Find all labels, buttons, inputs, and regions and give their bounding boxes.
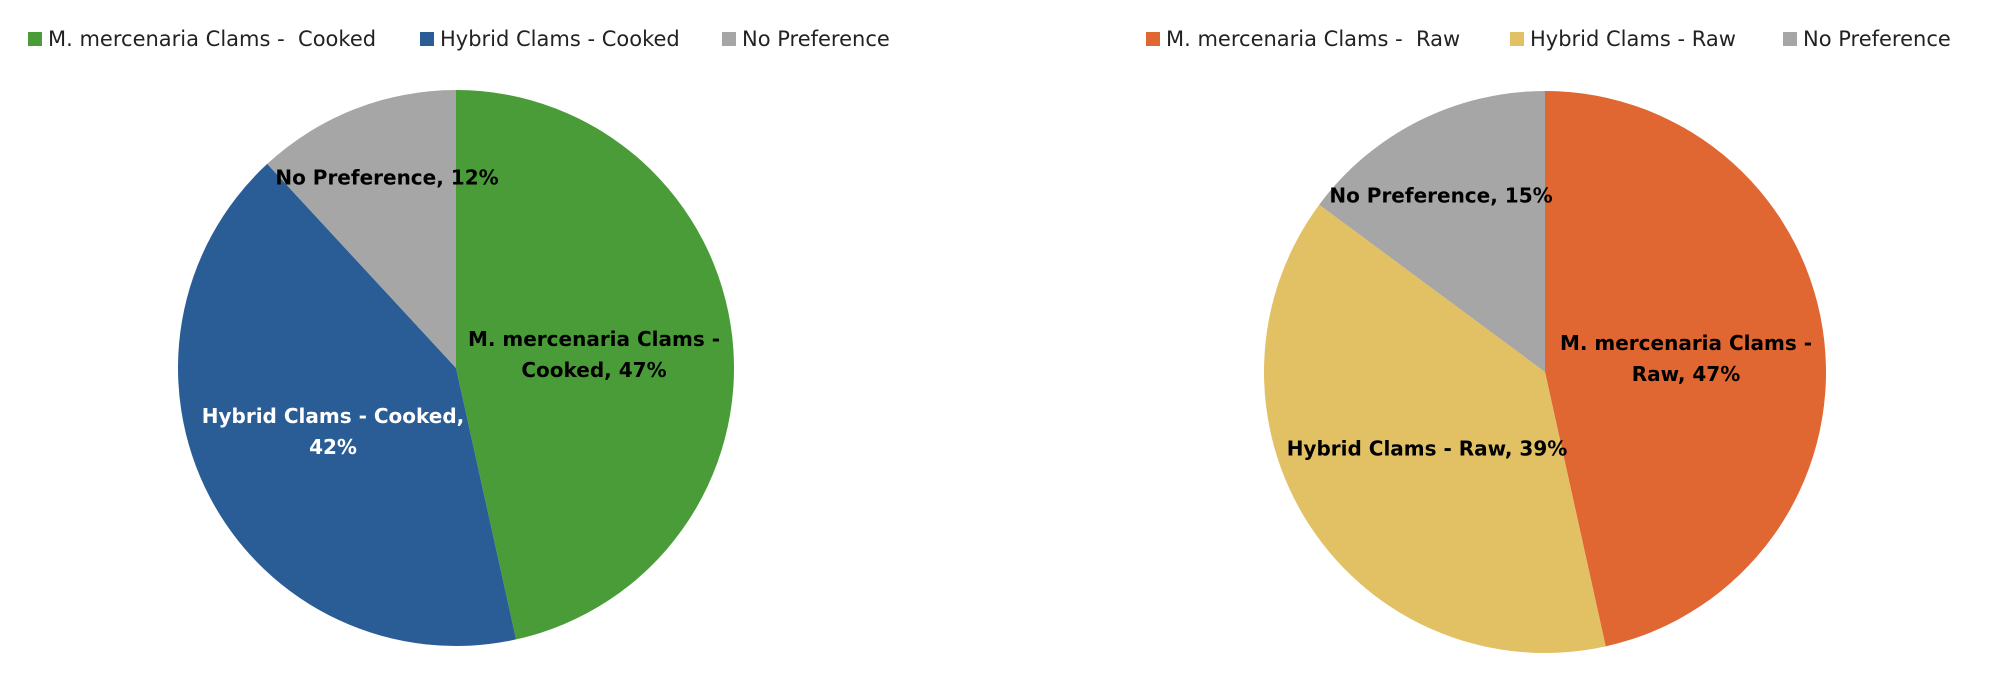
- data-label: Hybrid Clams - Cooked, 42%: [201, 404, 465, 459]
- legend-swatch: [722, 32, 736, 46]
- pie-slice: [1545, 90, 1827, 647]
- legend-label: M. mercenaria Clams - Raw: [1166, 27, 1461, 51]
- legend-label: No Preference: [742, 27, 890, 51]
- legend-label: Hybrid Clams - Cooked: [440, 27, 680, 51]
- data-label: Hybrid Clams - Raw, 39%: [1286, 436, 1568, 461]
- pie-slice: [1264, 204, 1606, 654]
- data-label: M. mercenaria Clams - Cooked, 47%: [467, 327, 721, 382]
- legend-swatch: [420, 32, 434, 46]
- legend-swatch: [1783, 32, 1797, 46]
- legend-swatch: [1146, 32, 1160, 46]
- pie-slice: [178, 163, 517, 647]
- legend-label: M. mercenaria Clams - Cooked: [48, 27, 377, 51]
- data-label: No Preference, 12%: [275, 165, 499, 190]
- data-label: M. mercenaria Clams - Raw, 47%: [1559, 331, 1813, 386]
- legend-swatch: [28, 32, 42, 46]
- pie-slice: [267, 90, 456, 368]
- legend-label: No Preference: [1803, 27, 1951, 51]
- data-label: No Preference, 15%: [1329, 183, 1553, 208]
- legend-swatch: [1510, 32, 1524, 46]
- pie-slice: [456, 90, 735, 640]
- pie-slice: [1319, 91, 1545, 372]
- legend-label: Hybrid Clams - Raw: [1530, 27, 1736, 51]
